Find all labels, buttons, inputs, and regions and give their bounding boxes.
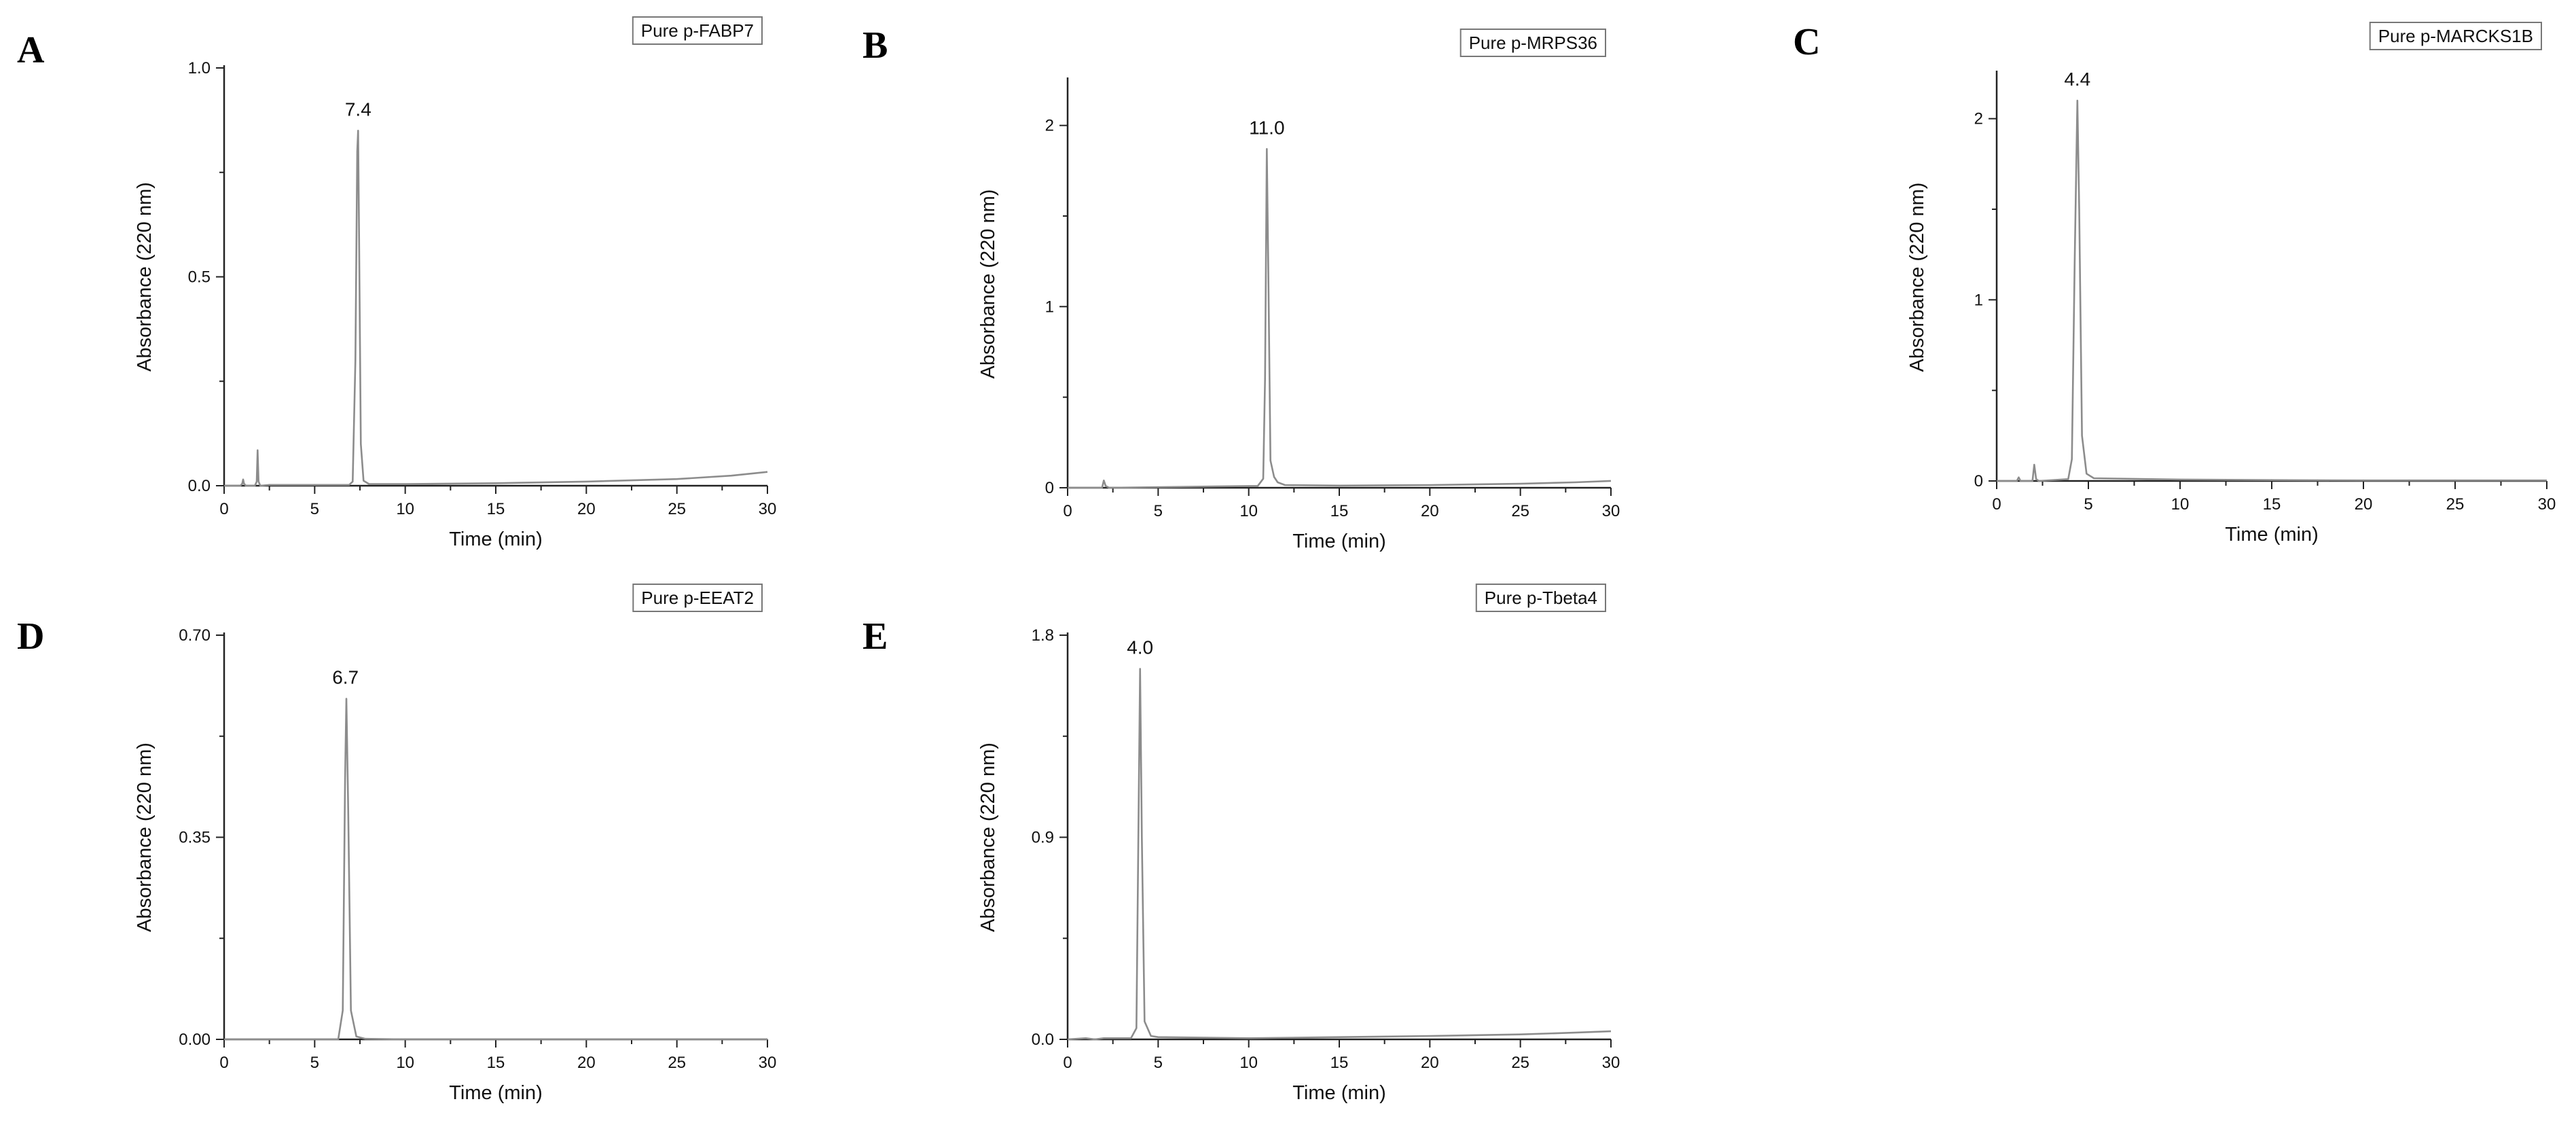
legend: Pure p-EEAT2 [632,584,763,612]
x-tick-label: 10 [1239,502,1258,520]
x-tick-label: 25 [2446,495,2465,514]
y-tick-label: 0.0 [1032,1031,1054,1049]
y-tick-label: 0 [1974,472,1983,490]
legend-label: Pure p-MRPS36 [1469,33,1597,53]
x-tick-label: 15 [1330,502,1349,520]
peak-label: 6.7 [332,667,359,688]
legend-box [1459,29,1606,57]
x-tick-label: 10 [396,500,414,518]
y-axis-title: Absorbance (220 nm) [1906,183,1928,372]
peak-label: 11.0 [1249,117,1284,138]
chromatogram-trace [1067,668,1612,1041]
panel-a: A 0 5 10 15 20 25 30 0.0 0.5 1.0 Time (min) Absorban… [17,16,777,550]
peak-label: 4.4 [2064,69,2090,90]
x-tick-label: 30 [759,1054,777,1072]
peak-label: 7.4 [345,99,371,120]
x-axis-title: Time (min) [1292,531,1385,552]
y-axis-title: Absorbance (220 nm) [977,190,999,379]
panel-letter: C [1793,21,1820,63]
x-tick-label: 5 [310,1054,319,1072]
y-axis-title: Absorbance (220 nm) [134,182,156,372]
panel-c: C 0 5 10 15 20 25 30 0 1 2 Time (min) Absorbance (22… [1793,21,2556,545]
y-tick-label: 1.8 [1032,626,1054,645]
x-tick-label: 30 [1602,1054,1620,1072]
y-tick-label: 2 [1974,110,1983,128]
legend-box [632,584,763,612]
legend: Pure p-Tbeta4 [1475,584,1606,612]
legend: Pure p-MARCKS1B [2369,22,2542,50]
x-tick-label: 25 [1511,1054,1529,1072]
legend-label: Pure p-EEAT2 [641,588,754,608]
x-tick-label: 10 [1239,1054,1258,1072]
x-tick-label: 25 [668,500,686,518]
legend-label: Pure p-MARCKS1B [2378,26,2533,46]
panel-letter: E [863,615,888,658]
x-tick-label: 0 [1063,502,1072,520]
panel-letter: D [17,615,44,658]
y-tick-label: 2 [1045,117,1054,135]
x-tick-label: 5 [1154,502,1163,520]
panel-letter: A [17,29,45,71]
legend: Pure p-FABP7 [632,16,763,45]
x-tick-label: 20 [577,1054,596,1072]
x-tick-label: 25 [668,1054,686,1072]
x-tick-label: 20 [1421,502,1439,520]
y-tick-label: 1.0 [188,59,211,77]
x-tick-label: 0 [219,500,228,518]
x-tick-label: 20 [1421,1054,1439,1072]
x-tick-label: 15 [487,1054,505,1072]
chromatogram-trace [224,698,767,1041]
y-axis-title: Absorbance (220 nm) [134,743,156,932]
x-tick-label: 30 [759,500,777,518]
legend: Pure p-MRPS36 [1459,29,1606,57]
y-tick-label: 0.9 [1032,829,1054,847]
legend-box [632,16,763,45]
x-tick-label: 10 [396,1054,414,1072]
y-tick-label: 0.00 [179,1031,211,1049]
y-axis-title: Absorbance (220 nm) [977,743,999,932]
y-tick-label: 0 [1045,479,1054,497]
x-tick-label: 0 [1992,495,2001,514]
x-tick-label: 5 [1154,1054,1163,1072]
x-tick-label: 20 [2355,495,2373,514]
y-tick-label: 0.0 [188,477,211,495]
x-tick-label: 20 [577,500,596,518]
x-axis-title: Time (min) [2225,524,2318,545]
panel-d: D 0 5 10 15 20 25 30 0.00 0.35 0.70 Time (min) Absor… [17,584,776,1104]
panel-e: E 0 5 10 15 20 25 30 0.0 0.9 1.8 Time (min) Absorban… [863,584,1620,1104]
x-tick-label: 30 [1602,502,1620,520]
x-tick-label: 0 [219,1054,228,1072]
chromatogram-trace [1068,148,1612,489]
legend-label: Pure p-Tbeta4 [1485,588,1597,608]
x-tick-label: 25 [1511,502,1529,520]
x-tick-label: 0 [1063,1054,1072,1072]
x-tick-label: 5 [310,500,319,518]
legend-box [2369,22,2542,50]
peak-label: 4.0 [1127,637,1153,658]
panel-letter: B [863,24,888,67]
x-tick-label: 5 [2084,495,2092,514]
y-tick-label: 1 [1974,291,1983,309]
x-axis-title: Time (min) [449,1082,542,1104]
y-tick-label: 0.35 [179,829,211,847]
x-axis-title: Time (min) [449,529,542,550]
chromatogram-trace [1997,99,2547,482]
x-tick-label: 15 [1330,1054,1349,1072]
y-tick-label: 0.70 [179,626,211,645]
x-tick-label: 30 [2538,495,2556,514]
legend-label: Pure p-FABP7 [641,20,754,41]
panel-b: B 0 5 10 15 20 25 30 0 1 2 Time (min) Absorbance (22… [863,24,1620,552]
legend-box [1475,584,1606,612]
x-tick-label: 10 [2171,495,2190,514]
x-tick-label: 15 [2263,495,2281,514]
x-axis-title: Time (min) [1292,1082,1385,1104]
y-tick-label: 1 [1045,298,1054,316]
y-tick-label: 0.5 [188,268,211,287]
x-tick-label: 15 [487,500,505,518]
chromatogram-trace [224,130,768,487]
